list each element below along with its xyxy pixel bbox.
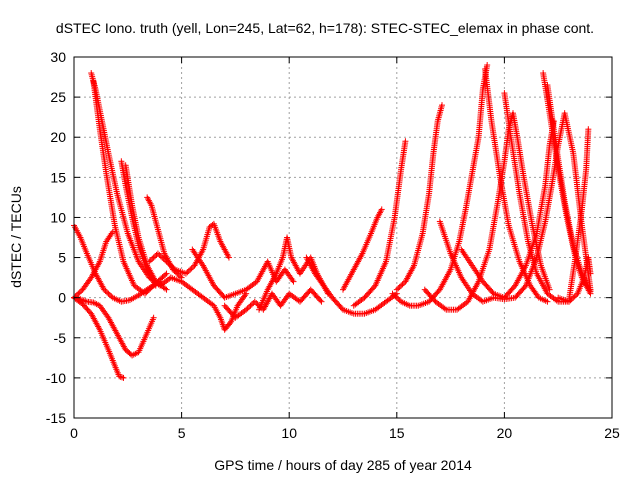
data-point <box>162 257 169 264</box>
data-point <box>395 296 402 303</box>
data-point <box>170 265 177 272</box>
data-point <box>184 269 191 276</box>
data-point <box>378 206 385 213</box>
data-point <box>243 306 250 313</box>
data-point <box>146 286 153 293</box>
data-point <box>120 374 127 381</box>
data-point <box>187 266 194 273</box>
data-point <box>167 262 174 269</box>
data-points <box>71 62 594 381</box>
data-point <box>227 320 234 327</box>
data-point <box>102 287 109 294</box>
data-point <box>290 278 297 285</box>
data-point <box>101 286 108 293</box>
data-point <box>396 283 403 290</box>
data-point <box>142 290 149 297</box>
data-point <box>116 373 123 380</box>
data-point <box>147 285 154 292</box>
data-point <box>150 314 157 321</box>
data-point <box>106 291 113 298</box>
data-point <box>117 373 124 380</box>
data-point <box>78 287 85 294</box>
data-point <box>147 257 154 264</box>
data-point <box>154 250 161 257</box>
data-point <box>402 138 409 145</box>
data-point <box>146 258 153 265</box>
data-point <box>318 298 325 305</box>
data-point <box>152 253 159 260</box>
grid-lines <box>74 57 612 418</box>
data-point <box>75 290 82 297</box>
data-point <box>163 286 170 293</box>
data-point <box>166 261 173 268</box>
data-point <box>150 254 157 261</box>
data-point <box>398 282 405 289</box>
data-point <box>399 281 406 288</box>
data-point <box>157 253 164 260</box>
data-point <box>248 301 255 308</box>
data-point <box>108 293 115 300</box>
data-point <box>247 302 254 309</box>
data-point <box>148 284 155 291</box>
data-point <box>164 259 171 266</box>
data-point <box>244 305 251 312</box>
data-point <box>149 255 156 262</box>
data-point <box>225 254 232 261</box>
data-point <box>188 265 195 272</box>
data-point <box>169 263 176 270</box>
data-point <box>163 258 170 265</box>
data-point <box>163 270 170 277</box>
data-point <box>393 286 400 293</box>
data-point <box>246 304 253 311</box>
data-point <box>103 289 110 296</box>
data-point <box>159 254 166 261</box>
data-point <box>162 271 169 278</box>
data-point <box>105 290 112 297</box>
data-point <box>371 283 378 290</box>
data-point <box>144 288 151 295</box>
data-point <box>251 298 258 305</box>
data-point <box>182 270 189 277</box>
data-point <box>185 267 192 274</box>
data-point <box>317 297 324 304</box>
data-point <box>143 289 150 296</box>
data-point <box>109 228 116 235</box>
data-point <box>76 289 83 296</box>
data-point <box>395 285 402 292</box>
data-point <box>160 255 167 262</box>
data-point <box>156 251 163 258</box>
data-point <box>119 374 126 381</box>
data-point <box>253 300 260 307</box>
